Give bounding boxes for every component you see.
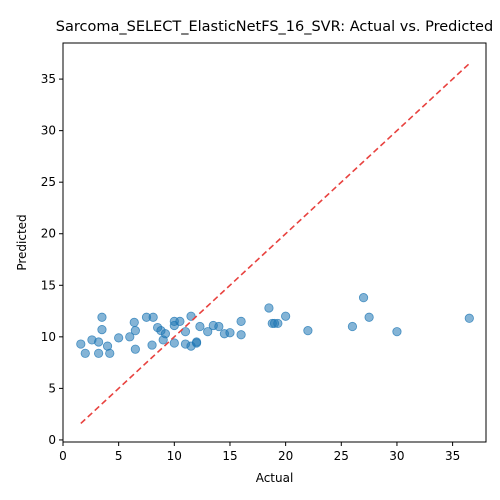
data-point [94,337,104,347]
data-point [273,318,283,329]
x-tick-label: 25 [334,449,349,463]
data-point [392,327,402,337]
x-tick-label: 10 [167,449,182,463]
y-axis-ticks: 0 5 10 15 20 25 30 35 [41,72,63,447]
data-point [186,311,196,321]
y-tick-label: 35 [41,72,56,86]
data-point [364,312,374,322]
data-point [130,344,140,354]
data-point [214,321,224,332]
y-tick-label: 10 [41,330,56,344]
x-axis-label: Actual [256,471,294,485]
points-layer [76,293,474,358]
data-point [203,327,213,337]
y-tick-label: 0 [48,433,56,447]
y-tick-label: 5 [48,381,56,395]
data-point [191,337,202,347]
data-point [236,330,246,340]
data-point [125,332,135,342]
y-tick-label: 20 [41,227,56,241]
data-point [94,348,104,358]
data-point [129,317,139,328]
data-point [264,303,274,313]
x-tick-label: 15 [222,449,237,463]
data-point [97,312,107,322]
x-tick-label: 20 [278,449,293,463]
data-point [147,340,157,350]
plot-frame [62,42,487,443]
y-tick-label: 30 [41,124,56,138]
x-tick-label: 30 [389,449,404,463]
x-tick-label: 35 [445,449,460,463]
data-point [169,338,179,348]
chart-title: Sarcoma_SELECT_ElasticNetFS_16_SVR: Actu… [56,19,493,35]
data-point [180,327,191,337]
data-point [225,328,235,338]
data-point [358,293,369,303]
x-axis-ticks: 0 5 10 15 20 25 30 35 [59,442,460,463]
data-point [464,313,474,323]
plot-area [76,63,474,425]
x-tick-label: 5 [115,449,123,463]
data-point [76,339,86,349]
data-point [236,316,246,326]
data-point [148,312,158,322]
data-point [114,333,124,343]
data-point [195,321,205,332]
data-point [105,348,115,358]
data-point [175,316,185,326]
y-tick-label: 15 [41,278,56,292]
data-point [303,326,313,336]
data-point [347,321,358,332]
data-point [80,348,90,358]
y-axis-label: Predicted [15,214,29,270]
x-tick-label: 0 [59,449,67,463]
data-point [160,329,171,339]
data-point [97,325,107,335]
data-point [130,326,140,336]
y-tick-label: 25 [41,175,56,189]
reference-line [80,63,470,425]
data-point [281,311,291,321]
